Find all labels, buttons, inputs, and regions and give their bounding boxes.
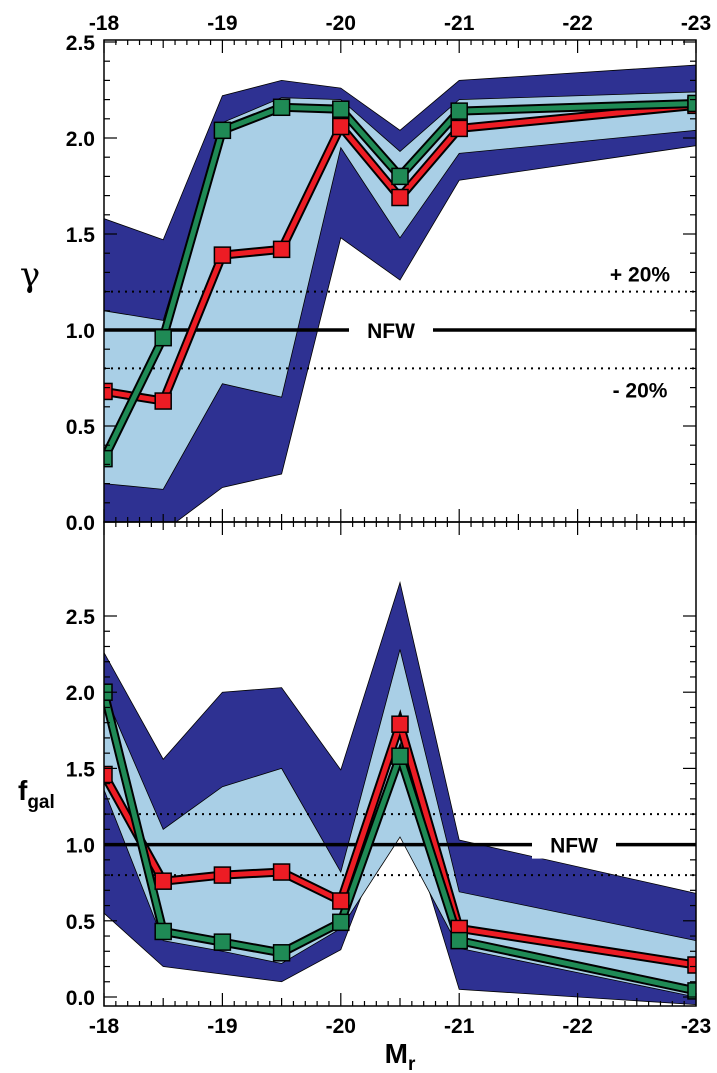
x-tick-label: -19 [207, 1015, 237, 1038]
x-tick-label: -23 [681, 12, 711, 35]
fgal-panel: NFW 0.0 0.5 1.0 1.5 2.0 2.5 -18 -19 -20 -21 -22 -23 [66, 521, 711, 1038]
red-series-point [450, 119, 468, 138]
y-tick-label: 2.0 [66, 682, 95, 705]
red-series-point [687, 956, 696, 974]
green-series-line [104, 100, 696, 460]
green-series-point [154, 922, 172, 941]
y-tick-label: 0.5 [66, 911, 96, 934]
minus-20-percent-label: - 20% [613, 379, 668, 402]
y-tick-label: 0.5 [66, 416, 96, 439]
axis-labels: γ fgal Mr [18, 255, 416, 1073]
inner-confidence-band [104, 649, 696, 998]
y-tick-label: 2.0 [66, 128, 95, 151]
y-tick-label: 0.0 [66, 512, 95, 535]
red-series-line [104, 715, 696, 968]
red-series-line [104, 102, 696, 404]
red-series-point [391, 715, 409, 733]
plus-20-percent-label: + 20% [610, 264, 670, 287]
red-series-point [154, 872, 172, 890]
x-tick-label: -20 [326, 1015, 356, 1038]
green-series-point [154, 328, 172, 347]
nfw-label: NFW [367, 320, 415, 343]
plot-area [104, 580, 696, 1006]
green-series-point [272, 98, 291, 117]
green-series-point [332, 100, 350, 118]
red-series-point [104, 765, 113, 784]
green-series-point [687, 982, 696, 1000]
x-tick-label: -22 [562, 1015, 592, 1038]
red-series-point [332, 117, 350, 136]
inner-confidence-band [104, 91, 696, 490]
y-tick-label: 0.0 [66, 987, 95, 1010]
green-series-point [213, 121, 232, 140]
y-tick-label: 1.5 [66, 224, 96, 247]
red-series-point [104, 382, 113, 401]
x-tick-label: -20 [326, 12, 356, 35]
y-tick-label: 1.0 [66, 835, 95, 858]
x-tick-label: -21 [444, 1015, 475, 1038]
green-series-point [104, 449, 113, 468]
mr-axis-label: Mr [385, 1038, 416, 1073]
x-tick-label: -21 [444, 12, 475, 35]
x-tick-label: -18 [89, 1015, 120, 1038]
x-tick-label: -23 [681, 1015, 711, 1038]
green-series-point [332, 913, 350, 932]
mr-axis-label-subscript: r [408, 1054, 416, 1073]
green-series-point [687, 94, 696, 113]
green-series-point [272, 944, 291, 962]
gamma-axis-label: γ [20, 255, 40, 295]
red-series-point [391, 188, 409, 207]
red-series-point [213, 246, 232, 264]
mr-axis-label-main: M [385, 1038, 408, 1069]
y-tick-label: 2.5 [66, 32, 96, 55]
x-tick-label: -22 [562, 12, 592, 35]
red-series-point [272, 240, 291, 259]
green-series-line [104, 691, 696, 994]
fgal-axis-label-main: f [18, 775, 28, 806]
red-series-point [332, 892, 350, 910]
red-series-point [154, 392, 172, 410]
y-tick-label: 2.5 [66, 606, 96, 629]
gamma-panel: NFW + 20% - 20% 0.0 0.5 1.0 1.5 2.0 2.5-18 -19 -20… [66, 12, 711, 535]
nfw-label-background [532, 830, 616, 859]
y-tick-label: 1.0 [66, 320, 95, 343]
x-tick-label: -19 [207, 12, 237, 35]
green-series-point [213, 933, 232, 951]
red-series-point [272, 863, 291, 881]
fgal-axis-label: fgal [18, 775, 55, 813]
x-tick-label: -18 [89, 12, 120, 35]
green-series-point [450, 102, 468, 120]
y-tick-label: 1.5 [66, 758, 96, 781]
green-series-point [450, 931, 468, 950]
fgal-axis-label-subscript: gal [27, 792, 54, 813]
plot-area [104, 64, 696, 522]
green-series-point [391, 167, 409, 186]
green-series-point [391, 747, 409, 765]
red-series-point [213, 866, 232, 884]
nfw-label: NFW [550, 835, 598, 858]
nfw-label-background [349, 316, 433, 344]
